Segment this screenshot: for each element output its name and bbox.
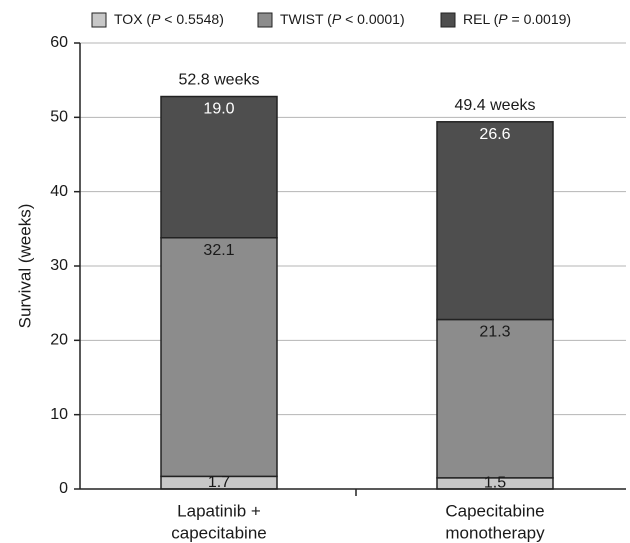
segment-label-twist-2: 21.3 xyxy=(479,324,510,341)
y-tick-label-0: 0 xyxy=(59,480,68,497)
bars xyxy=(160,95,554,490)
category-label-1-line-1: Lapatinib + xyxy=(177,501,261,520)
bar-segment-twist-1 xyxy=(160,237,278,478)
total-label-2: 49.4 weeks xyxy=(455,97,536,114)
bar-segment-twist-2 xyxy=(436,318,554,479)
legend-label-tox: TOX (P < 0.5548) xyxy=(114,11,224,27)
segment-label-tox-2: 1.5 xyxy=(484,475,506,492)
category-label-2-line-2: monotherapy xyxy=(445,523,545,542)
y-tick-label-10: 10 xyxy=(50,406,68,423)
legend-swatch-twist xyxy=(257,12,273,28)
axes: Lapatinib + capecitabine Capecitabine monot… xyxy=(15,34,626,542)
segment-label-tox-1: 1.7 xyxy=(208,474,230,491)
legend-swatch-rel xyxy=(440,12,456,28)
legend: TOX (P < 0.5548) TWIST (P < 0.0001) REL (P… xyxy=(91,11,571,28)
total-label-1: 52.8 weeks xyxy=(179,72,260,89)
data-labels: 1.7 32.1 19.0 52.8 weeks 1.5 21.3 26.6 49.4 wee… xyxy=(179,72,536,492)
segment-label-rel-1: 19.0 xyxy=(203,101,234,118)
y-tick-label-60: 60 xyxy=(50,34,68,51)
y-tick-label-20: 20 xyxy=(50,332,68,349)
y-axis-label: Survival (weeks) xyxy=(15,204,34,329)
y-tick-label-30: 30 xyxy=(50,257,68,274)
category-label-2-line-1: Capecitabine xyxy=(445,501,544,520)
y-tick-label-40: 40 xyxy=(50,183,68,200)
segment-label-twist-1: 32.1 xyxy=(203,242,234,259)
category-label-1-line-2: capecitabine xyxy=(171,523,266,542)
bar-segment-rel-1 xyxy=(160,95,278,239)
y-tick-label-50: 50 xyxy=(50,109,68,126)
segment-label-rel-2: 26.6 xyxy=(479,126,510,143)
legend-swatch-tox xyxy=(91,12,107,28)
legend-label-rel: REL (P = 0.0019) xyxy=(463,11,571,27)
bar-segment-rel-2 xyxy=(436,121,554,321)
legend-label-twist: TWIST (P < 0.0001) xyxy=(280,11,405,27)
